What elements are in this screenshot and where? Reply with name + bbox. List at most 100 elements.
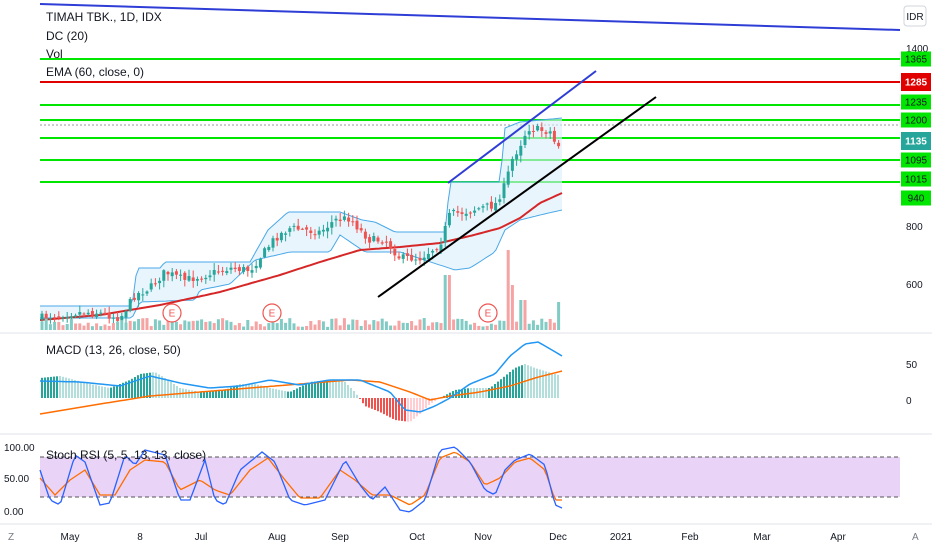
candle-body: [69, 316, 73, 319]
macd-histogram-bar: [302, 385, 304, 398]
macd-histogram-bar: [428, 398, 430, 405]
volume-bar: [267, 323, 271, 330]
macd-histogram-bar: [500, 379, 502, 398]
vol-legend[interactable]: Vol: [46, 47, 63, 61]
candle-body: [527, 131, 531, 135]
volume-bar: [250, 326, 254, 330]
macd-histogram-bar: [125, 381, 127, 398]
volume-bar: [548, 318, 552, 330]
volume-bar: [242, 326, 246, 330]
volume-bar: [540, 318, 544, 330]
volume-bar: [401, 322, 405, 330]
macd-axis-label: 50: [906, 360, 918, 371]
macd-histogram-bar: [275, 389, 277, 398]
volume-bar: [292, 323, 296, 330]
auto-scale-corner-right: A: [912, 532, 919, 543]
macd-histogram-bar: [257, 384, 259, 398]
ema-legend[interactable]: EMA (60, close, 0): [46, 65, 145, 79]
price-badge-label: 1095: [905, 156, 928, 167]
candle-body: [531, 130, 535, 132]
volume-bar: [418, 319, 422, 330]
donchian-fill: [40, 118, 562, 318]
candle-body: [510, 158, 514, 171]
macd-histogram-bar: [98, 385, 100, 398]
price-badge-box: [901, 190, 931, 206]
macd-histogram-bar: [134, 377, 136, 398]
stoch-rsi-legend[interactable]: Stoch RSI (5, 5, 13, 13, close): [46, 448, 207, 462]
macd-histogram-bar: [188, 389, 190, 398]
macd-histogram-bar: [68, 378, 70, 398]
candle-body: [216, 271, 220, 273]
macd-histogram-bar: [287, 391, 289, 398]
candle-body: [229, 267, 233, 270]
macd-histogram-bar: [515, 367, 517, 398]
earnings-marker-circle: [262, 303, 282, 323]
candle-body: [48, 318, 52, 320]
macd-histogram-bar: [512, 369, 514, 398]
macd-histogram-bar: [191, 390, 193, 398]
volume-bar: [519, 300, 523, 330]
macd-histogram-bar: [353, 391, 355, 398]
volume-bar: [284, 322, 288, 330]
zoom-corner-left: Z: [8, 532, 14, 543]
candle-body: [183, 272, 187, 280]
volume-bar: [531, 320, 535, 330]
candle-body: [208, 275, 212, 278]
macd-histogram-bar: [263, 386, 265, 398]
volume-bar: [86, 322, 90, 330]
macd-histogram-bar: [107, 387, 109, 398]
symbol-title[interactable]: TIMAH TBK., 1D, IDX: [46, 10, 162, 24]
macd-histogram-bar: [137, 375, 139, 398]
candle-body: [124, 311, 128, 318]
candle-body: [410, 254, 414, 261]
macd-histogram-bar: [338, 381, 340, 398]
macd-histogram-bar: [89, 384, 91, 398]
volume-bar: [162, 324, 166, 330]
volume-bar: [204, 321, 208, 330]
volume-bar: [544, 321, 548, 330]
volume-bar: [536, 324, 540, 330]
volume-bar: [426, 325, 430, 330]
volume-bar: [191, 320, 195, 330]
macd-histogram-bar: [197, 391, 199, 398]
macd-histogram-bar: [131, 378, 133, 398]
candle-body: [456, 211, 460, 213]
macd-histogram-bar: [221, 390, 223, 398]
macd-histogram-bar: [50, 376, 52, 398]
volume-bar: [57, 321, 61, 330]
volume-bar: [464, 320, 468, 330]
currency-badge-box: [903, 5, 927, 27]
macd-histogram-bar: [44, 377, 46, 398]
macd-histogram-bar: [551, 373, 553, 398]
macd-histogram-bar: [362, 398, 364, 404]
candle-body: [305, 227, 309, 230]
candle-body: [460, 212, 464, 215]
volume-bar: [275, 323, 279, 330]
candle-body: [99, 312, 103, 314]
candle-body: [321, 229, 325, 232]
candle-body: [258, 258, 262, 268]
volume-bar: [44, 318, 48, 330]
volume-bar: [300, 326, 304, 330]
long-term-resistance-line: [39, 3, 901, 31]
candle-body: [78, 312, 82, 315]
macd-histogram-bar: [296, 388, 298, 398]
macd-histogram-bar: [119, 384, 121, 398]
macd-histogram-bar: [419, 398, 421, 414]
candle-body: [137, 292, 141, 301]
candle-body: [351, 221, 355, 223]
macd-legend[interactable]: MACD (13, 26, close, 50): [46, 343, 181, 357]
macd-histogram-bar: [74, 380, 76, 398]
dc-legend[interactable]: DC (20): [46, 29, 89, 43]
price-badge: 1235: [901, 94, 931, 110]
volume-bar: [221, 318, 225, 330]
macd-histogram-bar: [536, 368, 538, 398]
volume-bar: [53, 321, 57, 330]
volume-bar: [183, 320, 187, 330]
candle-body: [519, 145, 523, 156]
volume-bar: [216, 319, 220, 330]
volume-bar: [414, 325, 418, 330]
macd-histogram-bar: [368, 398, 370, 408]
volume-bar: [468, 324, 472, 330]
